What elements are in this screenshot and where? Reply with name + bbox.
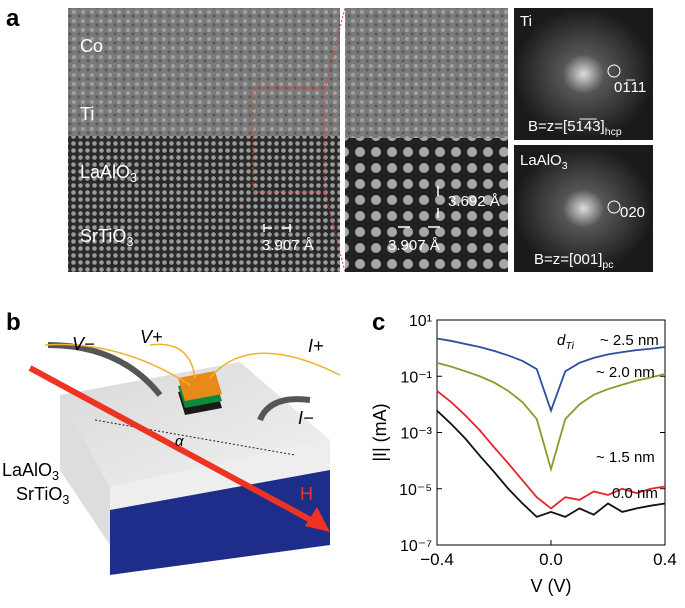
layer-label-main: LaAlO [80, 162, 130, 182]
layer-label: Ti [80, 104, 94, 124]
y-tick-label: 10⁻⁵ [399, 482, 432, 499]
iv-curve [436, 409, 666, 518]
layer-label-sub: 3 [130, 171, 137, 185]
y-tick-label: 10⁻⁷ [400, 538, 432, 555]
layer-label-main: LaAlO [2, 460, 52, 480]
fft-zone-main: B=z=[51̅4̅3] [528, 118, 605, 135]
fft-zone: B=z=[001]pc [534, 251, 613, 271]
field-label: H [300, 484, 313, 504]
layer-label-sub: 3 [52, 469, 59, 483]
iv-curve [436, 337, 666, 414]
iv-curve [436, 361, 666, 473]
x-axis-label: V (V) [530, 576, 571, 596]
layer-label: LaAlO3 [2, 460, 59, 483]
y-tick-label: 10⁻¹ [400, 369, 432, 386]
y-axis-label: |I| (mA) [370, 403, 390, 461]
layer-label-sub: 3 [126, 235, 133, 249]
fft-title-main: LaAlO [520, 152, 562, 169]
series-label: ~ 1.5 nm [596, 449, 655, 466]
x-tick-label: −0.4 [420, 550, 454, 569]
layer-label: SrTiO3 [16, 484, 69, 507]
lead-label: I− [298, 408, 314, 428]
layer-label-main: Ti [80, 104, 94, 124]
x-tick-label: 0.4 [653, 550, 677, 569]
fft-zone-sub: hcp [605, 126, 622, 138]
fft-title: Ti [520, 13, 532, 30]
fft-title-sub: 3 [562, 160, 568, 172]
panel-label: b [6, 309, 21, 336]
lead-label: V+ [140, 327, 163, 347]
fft-spot: 020 [620, 204, 645, 221]
fft-zone: B=z=[51̅4̅3]hcp [528, 118, 622, 138]
fft-spot: 01̅11 [614, 79, 646, 96]
panel-label: a [6, 5, 20, 32]
series-label: ~ 2.0 nm [596, 364, 655, 381]
panel-label: c [372, 309, 385, 336]
layer-label-main: SrTiO [16, 484, 62, 504]
spacing-label: 3.907 Å [262, 237, 314, 254]
x-tick-label: 0.0 [539, 550, 563, 569]
series-label-prefix-sub: Ti [565, 340, 574, 352]
layer-label: SrTiO3 [80, 226, 133, 249]
series-label: 0.0 nm [612, 485, 658, 502]
fft-zone-main: B=z=[001] [534, 251, 602, 268]
spacing-label: 3.692 Å [448, 193, 500, 210]
layer-label-main: SrTiO [80, 226, 126, 246]
iv-curve [436, 390, 666, 510]
series-label-prefix: dTi [557, 332, 575, 352]
angle-label: α [175, 433, 184, 450]
tem-images [68, 7, 653, 273]
fft-title: LaAlO3 [520, 152, 568, 172]
device-schematic [28, 342, 341, 575]
fft-zone-sub: pc [602, 259, 613, 271]
lead-label: I+ [308, 336, 324, 356]
y-tick-label: 10¹ [409, 313, 432, 330]
layer-label-main: Co [80, 36, 103, 56]
series-label: ~ 2.5 nm [600, 332, 659, 349]
spacing-label: 3.907 Å [388, 237, 440, 254]
layer-label-sub: 3 [62, 493, 69, 507]
lead-label: V− [72, 334, 95, 354]
y-tick-label: 10⁻³ [400, 426, 432, 443]
layer-label: LaAlO3 [80, 162, 137, 185]
series-label-prefix-main: d [557, 332, 566, 349]
layer-label: Co [80, 36, 103, 56]
